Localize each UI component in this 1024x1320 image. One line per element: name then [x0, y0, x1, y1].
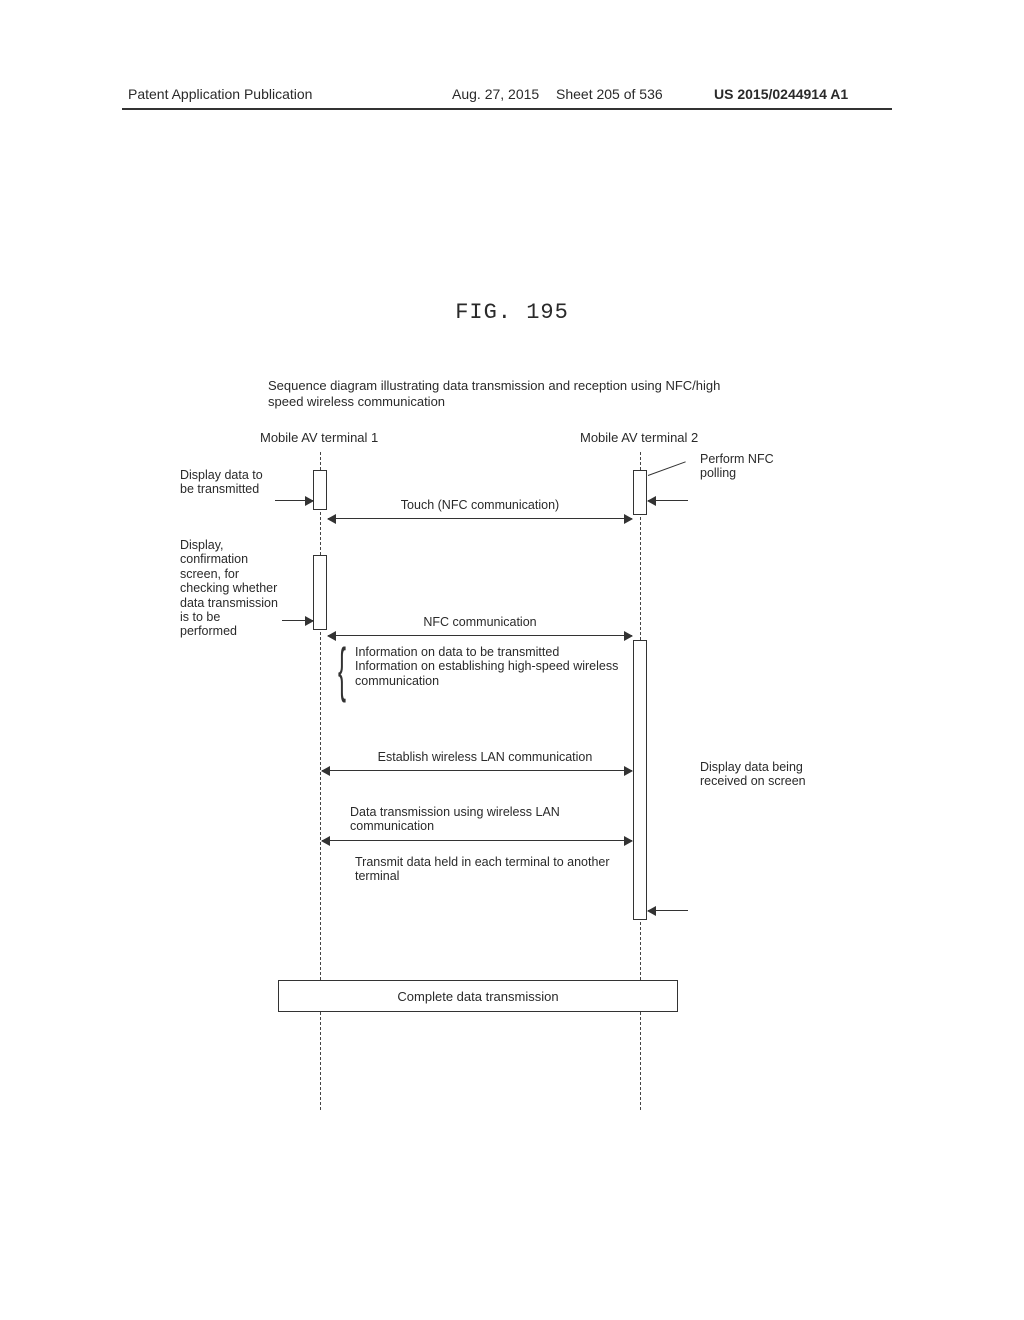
msg-datatx-arrow — [322, 840, 632, 841]
page-header: Patent Application Publication Aug. 27, … — [0, 86, 1024, 108]
arrow-display-data — [275, 500, 313, 501]
header-publication-type: Patent Application Publication — [128, 86, 312, 102]
completion-label: Complete data transmission — [397, 989, 558, 1004]
lead-polling — [648, 461, 686, 476]
figure-subtitle: Sequence diagram illustrating data trans… — [268, 378, 748, 409]
msg-info-label: Information on data to be transmitted In… — [355, 645, 625, 688]
lane-label-terminal2: Mobile AV terminal 2 — [580, 430, 698, 445]
msg-nfc-arrow — [328, 635, 632, 636]
side-note-receive: Display data being received on screen — [700, 760, 810, 789]
lane-label-terminal1: Mobile AV terminal 1 — [260, 430, 378, 445]
header-sheet: Sheet 205 of 536 — [556, 86, 663, 102]
side-note-confirm: Display, confirmation screen, for checki… — [180, 538, 280, 639]
msg-establish-arrow — [322, 770, 632, 771]
side-note-polling: Perform NFC polling — [700, 452, 800, 481]
sequence-diagram: Mobile AV terminal 1 Mobile AV terminal … — [170, 430, 890, 1130]
header-date: Aug. 27, 2015 — [452, 86, 539, 102]
figure-title: FIG. 195 — [0, 300, 1024, 325]
header-rule — [122, 108, 892, 110]
msg-transmit-note: Transmit data held in each terminal to a… — [355, 855, 615, 883]
side-note-display-data: Display data to be transmitted — [180, 468, 272, 497]
completion-box: Complete data transmission — [278, 980, 678, 1012]
msg-datatx-label: Data transmission using wireless LAN com… — [350, 805, 610, 833]
header-pub-number: US 2015/0244914 A1 — [714, 86, 848, 102]
activation-t2-receive — [633, 640, 647, 920]
activation-t2-polling — [633, 470, 647, 515]
activation-t1-display-data — [313, 470, 327, 510]
msg-establish-label: Establish wireless LAN communication — [340, 750, 630, 764]
msg-nfc-label: NFC communication — [350, 615, 610, 629]
brace-icon: { — [338, 640, 346, 700]
activation-t1-confirm — [313, 555, 327, 630]
msg-touch-label: Touch (NFC communication) — [350, 498, 610, 512]
arrow-confirm — [282, 620, 313, 621]
arrow-polling-in — [648, 500, 688, 501]
arrow-receive-in — [648, 910, 688, 911]
msg-touch-arrow — [328, 518, 632, 519]
